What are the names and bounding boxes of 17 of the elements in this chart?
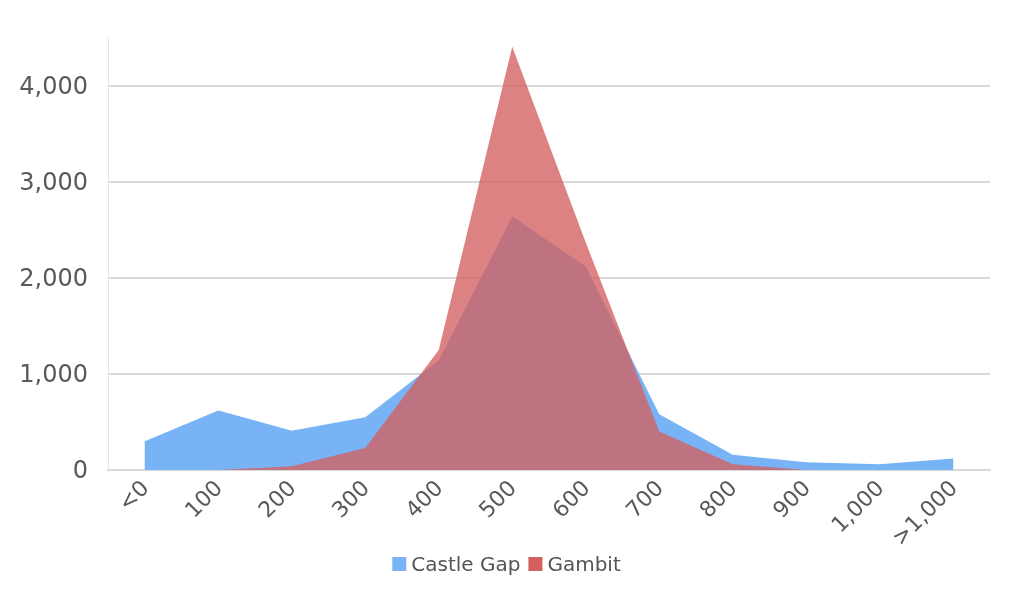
x-tick-label: 400 — [400, 475, 448, 523]
x-tick-label: 200 — [253, 475, 301, 523]
x-tick-label: 700 — [620, 475, 669, 523]
x-tick-label: 800 — [694, 475, 742, 523]
y-tick-label: 3,000 — [19, 168, 88, 196]
x-tick-label: 100 — [179, 475, 228, 523]
y-tick-label: 1,000 — [19, 360, 88, 388]
legend-label: Castle Gap — [411, 552, 521, 576]
y-tick-label: 4,000 — [19, 72, 88, 100]
legend-label: Gambit — [547, 552, 621, 576]
x-tick-label: 900 — [767, 475, 816, 523]
x-tick-label: 500 — [473, 475, 522, 523]
y-tick-label: 2,000 — [19, 264, 88, 292]
x-tick-label: 300 — [326, 475, 375, 523]
x-tick-label: 600 — [547, 475, 595, 523]
x-tick-label: <0 — [112, 475, 154, 516]
y-tick-label: 0 — [72, 456, 88, 484]
